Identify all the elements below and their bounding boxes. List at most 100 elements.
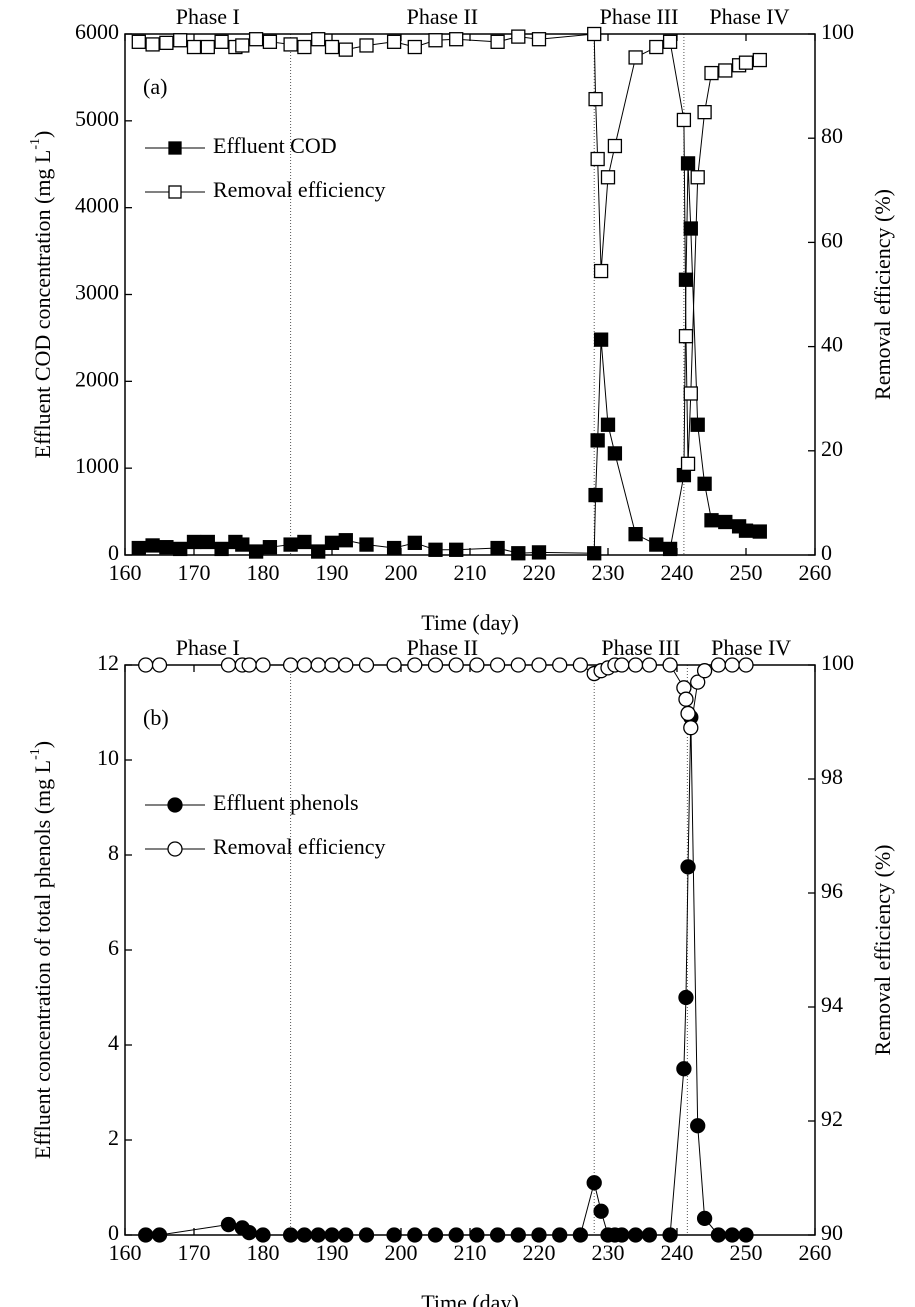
series-line [138,163,760,554]
marker [186,39,202,55]
legend-label: Effluent COD [213,133,337,158]
marker [448,1227,464,1243]
x-tick-label: 230 [592,1240,625,1265]
phase-label: Phase I [176,635,240,660]
phase-label: Phase I [176,4,240,29]
marker [680,156,696,171]
marker [386,1227,402,1243]
marker [214,34,229,49]
marker [311,32,326,47]
y2-tick-label: 94 [821,992,843,1017]
marker [138,657,154,673]
marker [587,546,602,561]
marker [262,540,278,555]
marker [600,170,616,185]
marker [627,1227,644,1243]
y-tick-label: 6000 [75,19,119,44]
marker [359,38,374,53]
marker [607,138,623,154]
marker [738,1227,754,1243]
marker [200,534,215,550]
y2-tick-label: 100 [821,19,854,44]
marker [359,537,374,552]
y2-tick-label: 98 [821,764,843,789]
marker [593,332,609,347]
marker [572,657,589,673]
x-tick-label: 200 [385,1240,418,1265]
marker [214,541,229,557]
marker [311,544,326,559]
marker [386,657,402,673]
y2-tick-label: 92 [821,1106,843,1131]
x-tick-label: 210 [454,1240,487,1265]
series [131,156,767,561]
y-tick-label: 0 [108,1220,119,1245]
x-tick-label: 220 [523,1240,556,1265]
marker [297,39,312,55]
marker [586,1175,602,1191]
marker [627,657,644,673]
marker [324,535,340,550]
marker [510,657,526,673]
x-tick-label: 190 [316,560,349,585]
marker [607,446,623,461]
y-tick-label: 4 [108,1030,119,1055]
marker [690,417,705,432]
marker [628,50,643,65]
marker [386,34,402,49]
marker [649,39,664,55]
x-tick-label: 260 [799,560,832,585]
x-tick-label: 210 [454,560,487,585]
x-tick-label: 170 [178,560,211,585]
marker [511,546,526,561]
marker [407,39,422,55]
marker [296,1227,313,1243]
y2-tick-label: 20 [821,436,843,461]
phase-label: Phase III [601,635,680,660]
x-tick-label: 180 [247,1240,280,1265]
series [138,709,754,1243]
panel-label: (a) [143,74,167,99]
marker [407,1227,423,1243]
marker [676,112,692,128]
marker [680,859,696,875]
marker [131,34,146,49]
marker [724,1227,740,1243]
x-tick-label: 190 [316,1240,349,1265]
marker [159,35,174,51]
marker [676,1061,692,1077]
phase-label: Phase IV [711,635,791,660]
marker [588,487,603,503]
marker [489,657,506,673]
marker [283,537,298,552]
marker [641,657,658,673]
marker [310,1227,326,1243]
marker [552,657,568,673]
marker [649,537,664,552]
marker [690,1118,706,1134]
marker [358,1227,375,1243]
y2-tick-label: 90 [821,1220,843,1245]
y-axis-label-text: Effluent COD concentration (mg L [30,150,55,459]
marker [697,105,712,120]
y2-tick-label: 96 [821,878,843,903]
marker [662,657,678,673]
x-tick-label: 240 [661,560,694,585]
series-line [138,33,760,464]
marker [690,170,705,185]
legend-marker [168,185,182,199]
y-tick-label: 6 [108,935,119,960]
phase-label: Phase II [407,635,478,660]
y-tick-label: 2000 [75,366,119,391]
marker [531,32,547,47]
y-tick-label: 5000 [75,106,119,131]
plot-frame [124,33,816,556]
y-tick-label: 0 [108,540,119,565]
x-axis-label: Time (day) [421,610,519,635]
marker [338,533,353,548]
marker [151,1227,168,1243]
marker [282,657,299,673]
marker [235,38,250,53]
marker [572,1227,589,1243]
marker [628,527,643,542]
